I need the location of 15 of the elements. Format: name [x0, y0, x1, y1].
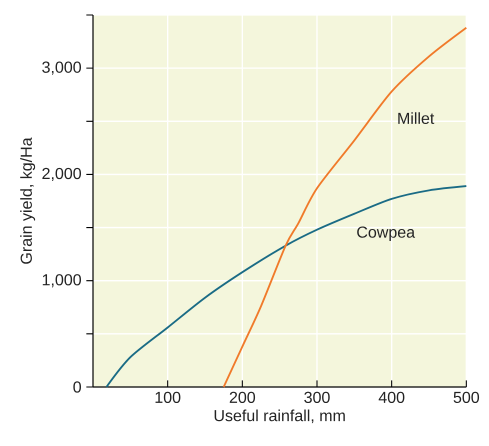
- y-tick-label: 1,000: [42, 274, 82, 288]
- x-tick-label: 200: [230, 392, 256, 404]
- y-axis-title: Grain yield, kg/Ha: [20, 137, 36, 264]
- x-tick-label: 400: [378, 392, 404, 404]
- x-tick-label: 100: [156, 392, 180, 404]
- y-tick-label: 3,000: [42, 62, 82, 75]
- line-series: [106, 185, 468, 388]
- y-tick-label: 2,000: [42, 168, 82, 182]
- x-tick-label: 300: [304, 392, 330, 404]
- x-tick-label: 500: [454, 392, 480, 404]
- series-label: Cowpea: [357, 226, 416, 241]
- x-axis-title: Useful rainfall, mm: [214, 410, 345, 424]
- line-series: [222, 26, 468, 388]
- series-label: Millet: [398, 112, 434, 124]
- y-tick-label: 0: [73, 381, 82, 393]
